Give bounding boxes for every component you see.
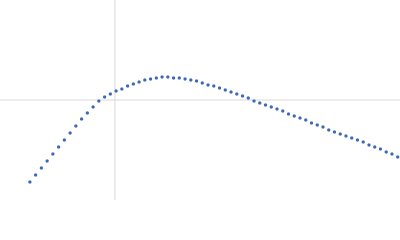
point <box>28 180 32 184</box>
point <box>269 105 273 109</box>
point <box>177 76 181 80</box>
point <box>281 109 285 113</box>
point <box>74 124 78 128</box>
point <box>39 166 43 170</box>
point <box>367 143 371 147</box>
point <box>246 96 250 100</box>
point <box>57 145 61 149</box>
chart <box>0 0 400 200</box>
point <box>102 95 107 99</box>
point <box>321 125 325 129</box>
point <box>45 159 49 163</box>
point <box>120 87 124 91</box>
point <box>212 84 216 88</box>
point <box>298 116 302 120</box>
point <box>252 99 256 103</box>
point <box>34 173 38 177</box>
point <box>68 131 72 135</box>
point <box>217 86 222 90</box>
point <box>194 79 199 83</box>
point <box>373 145 377 149</box>
point <box>223 88 227 92</box>
point <box>286 112 291 116</box>
point <box>108 92 112 96</box>
point <box>315 123 319 127</box>
point <box>85 111 89 115</box>
point <box>304 118 308 122</box>
point <box>160 75 164 79</box>
point <box>361 140 365 144</box>
point <box>80 117 84 121</box>
point <box>240 94 245 98</box>
point <box>183 77 187 81</box>
point <box>309 121 314 125</box>
point <box>384 150 388 154</box>
point <box>51 152 55 156</box>
point <box>344 134 348 138</box>
point <box>229 90 233 94</box>
point <box>125 84 130 88</box>
point <box>97 99 101 103</box>
point <box>378 147 383 151</box>
point <box>91 105 95 109</box>
point <box>143 78 147 82</box>
point <box>166 75 170 79</box>
point <box>258 101 262 105</box>
point <box>131 82 135 86</box>
point <box>154 76 158 80</box>
point <box>206 83 210 87</box>
point <box>137 80 141 84</box>
point <box>338 132 342 136</box>
point <box>263 103 268 107</box>
point <box>235 92 239 96</box>
point <box>355 138 360 142</box>
point <box>327 128 331 132</box>
point <box>200 81 204 85</box>
point <box>171 76 176 80</box>
point <box>332 130 337 134</box>
point <box>396 155 400 159</box>
point <box>148 77 153 81</box>
point <box>350 136 354 140</box>
point <box>189 78 193 82</box>
point <box>114 89 118 93</box>
point <box>390 152 394 156</box>
point <box>292 114 296 118</box>
point <box>275 107 279 111</box>
point <box>62 138 66 142</box>
